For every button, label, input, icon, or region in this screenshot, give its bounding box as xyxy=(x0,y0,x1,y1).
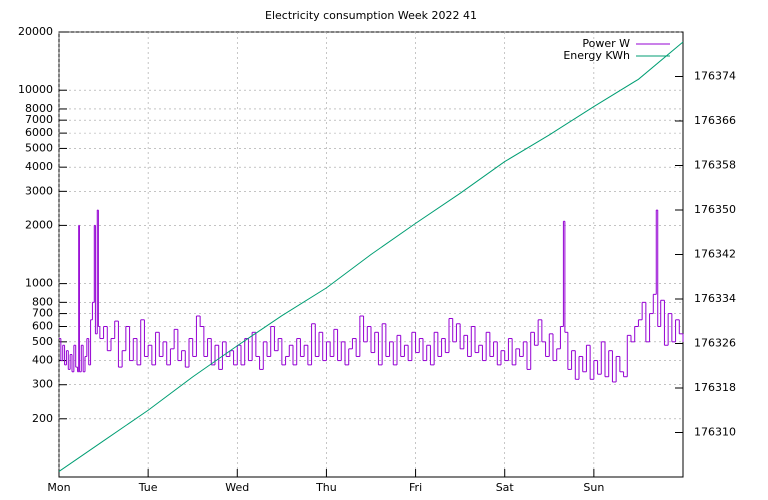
y-tick-label: 4000 xyxy=(25,160,53,173)
x-tick-label: Sat xyxy=(496,481,515,494)
y-tick-label: 800 xyxy=(32,295,53,308)
y-tick-label: 700 xyxy=(32,307,53,320)
y-tick-label: 500 xyxy=(32,335,53,348)
x-tick-label: Mon xyxy=(47,481,70,494)
x-tick-label: Tue xyxy=(138,481,158,494)
legend-label: Energy KWh xyxy=(563,49,630,62)
y2-tick-label: 176366 xyxy=(694,114,736,127)
y-tick-label: 20000 xyxy=(18,25,53,38)
x-tick-label: Wed xyxy=(225,481,249,494)
y-tick-label: 7000 xyxy=(25,113,53,126)
y2-tick-label: 176310 xyxy=(694,426,736,439)
y-tick-label: 300 xyxy=(32,378,53,391)
y-tick-label: 2000 xyxy=(25,218,53,231)
y2-tick-label: 176334 xyxy=(694,292,736,305)
y-tick-label: 5000 xyxy=(25,141,53,154)
y-tick-label: 6000 xyxy=(25,126,53,139)
y2-tick-label: 176374 xyxy=(694,70,736,83)
energy-line xyxy=(58,41,684,472)
y2-tick-label: 176326 xyxy=(694,337,736,350)
y2-tick-label: 176350 xyxy=(694,203,736,216)
y-tick-label: 3000 xyxy=(25,184,53,197)
x-tick-label: Sun xyxy=(583,481,604,494)
chart-title: Electricity consumption Week 2022 41 xyxy=(265,9,477,22)
y-tick-label: 8000 xyxy=(25,102,53,115)
y-tick-label: 10000 xyxy=(18,83,53,96)
y-tick-label: 600 xyxy=(32,320,53,333)
y-tick-label: 1000 xyxy=(25,277,53,290)
x-tick-label: Thu xyxy=(315,481,337,494)
x-tick-label: Fri xyxy=(409,481,422,494)
y-tick-label: 200 xyxy=(32,412,53,425)
y2-tick-label: 176342 xyxy=(694,248,736,261)
legend-label: Power W xyxy=(582,37,630,50)
y2-tick-label: 176358 xyxy=(694,159,736,172)
y-tick-label: 400 xyxy=(32,354,53,367)
y2-tick-label: 176318 xyxy=(694,381,736,394)
